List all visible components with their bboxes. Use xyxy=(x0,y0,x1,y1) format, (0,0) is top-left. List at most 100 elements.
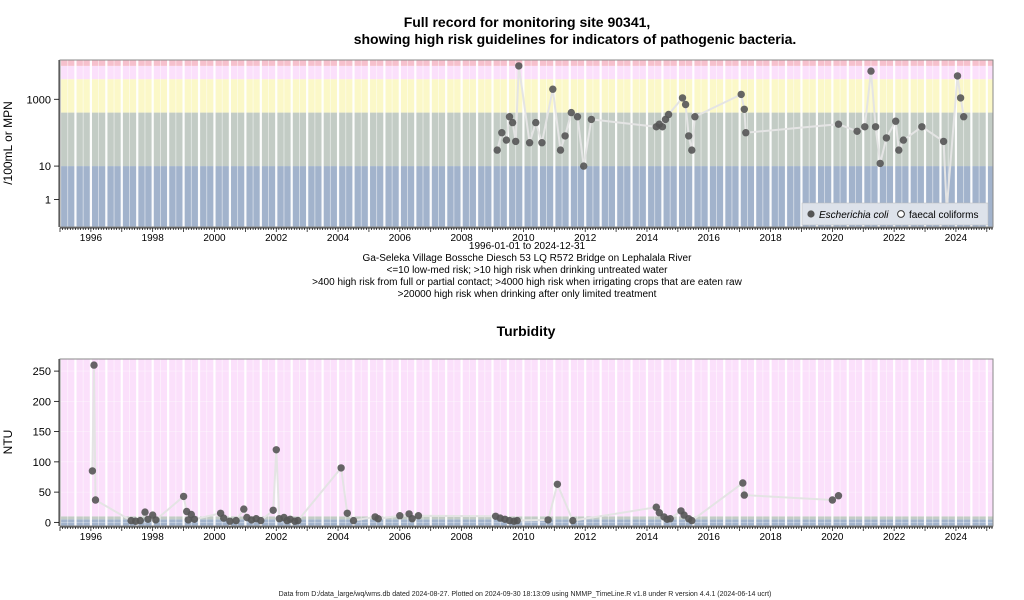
vertical-gridlines xyxy=(58,359,988,526)
data-point-23 xyxy=(681,100,690,109)
data-point-36 xyxy=(374,515,382,523)
data-point-10 xyxy=(179,492,188,501)
x-tick-label-2024: 2024 xyxy=(945,532,968,543)
subtitle-line-5: >20000 high risk when drinking after onl… xyxy=(398,289,657,300)
data-point-61 xyxy=(828,496,837,504)
data-point-1 xyxy=(90,361,98,369)
data-point-34 xyxy=(871,123,880,131)
series-points xyxy=(493,62,968,214)
data-point-21 xyxy=(664,110,673,119)
x-tick-label-2020: 2020 xyxy=(821,233,844,244)
data-point-37 xyxy=(396,512,404,520)
x-tick-label-2020: 2020 xyxy=(821,532,844,543)
data-point-39 xyxy=(408,515,416,523)
y-axis-label: /100mL or MPN xyxy=(1,101,15,185)
data-point-31 xyxy=(294,516,302,525)
y-axis: 0 50 100 150 200 250 xyxy=(33,359,60,529)
subtitle-line-1: 1996-01-01 to 2024-12-31 xyxy=(469,241,586,252)
x-tick-label-2002: 2002 xyxy=(265,532,288,543)
data-point-26 xyxy=(691,113,699,121)
x-tick-label-2006: 2006 xyxy=(389,233,412,244)
x-tick-label-2008: 2008 xyxy=(450,233,473,244)
x-tick-label-2018: 2018 xyxy=(759,233,782,244)
data-point-24 xyxy=(269,506,277,514)
legend-faecal-marker xyxy=(897,210,905,218)
x-tick-label-2006: 2006 xyxy=(389,532,412,543)
data-point-3 xyxy=(505,113,514,121)
data-point-62 xyxy=(834,492,843,500)
data-point-6 xyxy=(141,508,149,516)
data-point-5 xyxy=(136,516,144,525)
data-point-41 xyxy=(939,137,948,146)
data-point-12 xyxy=(561,132,569,140)
x-tick-label-2024: 2024 xyxy=(945,233,968,244)
x-tick-label-2018: 2018 xyxy=(759,532,782,543)
x-tick-label-1996: 1996 xyxy=(80,233,103,244)
data-point-36 xyxy=(882,134,891,142)
data-point-18 xyxy=(232,516,240,525)
legend-ecoli-marker xyxy=(807,210,815,218)
data-point-2 xyxy=(502,136,511,144)
data-point-24 xyxy=(685,132,693,140)
data-point-2 xyxy=(91,496,100,504)
data-point-25 xyxy=(272,446,280,454)
y-tick-label-1000: 1000 xyxy=(27,94,51,106)
x-tick-label-2000: 2000 xyxy=(203,233,226,244)
data-point-32 xyxy=(861,123,869,131)
data-point-33 xyxy=(343,509,351,517)
chart2-title: Turbidity xyxy=(497,323,556,339)
subtitle-line-2: Ga-Seleka Village Bossche Diesch 53 LQ R… xyxy=(363,253,693,264)
legend-box xyxy=(801,202,989,226)
data-point-25 xyxy=(688,146,696,154)
series-points xyxy=(88,361,843,525)
x-tick-label-2012: 2012 xyxy=(574,532,597,543)
data-point-45 xyxy=(960,113,968,121)
data-point-13 xyxy=(567,108,575,117)
data-point-11 xyxy=(556,146,565,154)
y-tick-label-250: 250 xyxy=(33,366,51,378)
data-point-16 xyxy=(587,115,596,124)
subtitle-line-4: >400 high risk from full or partial cont… xyxy=(312,277,742,288)
x-tick-label-2010: 2010 xyxy=(512,532,535,543)
data-point-60 xyxy=(740,491,748,499)
risk-band-3 xyxy=(60,65,993,80)
data-point-0 xyxy=(493,146,501,154)
x-tick-label-2004: 2004 xyxy=(327,532,350,543)
x-tick-label-2014: 2014 xyxy=(636,233,659,244)
plot-frame xyxy=(59,358,994,527)
data-point-47 xyxy=(544,516,552,524)
data-point-30 xyxy=(834,120,843,128)
x-tick-label-2016: 2016 xyxy=(698,233,721,244)
x-tick-label-1998: 1998 xyxy=(142,532,165,543)
legend-ecoli-label: Escherichia coli xyxy=(819,210,889,221)
x-tick-label-2022: 2022 xyxy=(883,532,906,543)
data-point-22 xyxy=(678,94,687,102)
y-tick-label-50: 50 xyxy=(39,487,51,499)
data-point-19 xyxy=(658,123,667,131)
x-tick-label-2022: 2022 xyxy=(883,233,906,244)
data-point-29 xyxy=(742,129,750,137)
x-tick-label-2004: 2004 xyxy=(327,233,350,244)
y-axis: 1 10 1000 xyxy=(27,60,60,227)
data-point-35 xyxy=(876,159,884,168)
y-tick-label-100: 100 xyxy=(33,457,51,469)
data-point-15 xyxy=(580,162,588,170)
data-point-17 xyxy=(226,517,234,525)
data-point-8 xyxy=(532,118,540,127)
data-point-32 xyxy=(337,464,345,472)
data-point-16 xyxy=(220,514,228,522)
data-point-10 xyxy=(549,85,557,93)
y-tick-label-200: 200 xyxy=(33,396,51,408)
data-point-28 xyxy=(740,105,748,114)
data-point-37 xyxy=(892,117,900,125)
x-tick-label-2000: 2000 xyxy=(203,532,226,543)
subtitle-line-3: <=10 low-med risk; >10 high risk when dr… xyxy=(387,265,669,276)
risk-band-0 xyxy=(60,522,993,526)
data-point-50 xyxy=(652,503,660,511)
x-tick-label-2010: 2010 xyxy=(512,233,535,244)
data-point-7 xyxy=(525,139,534,147)
x-tick-label-2016: 2016 xyxy=(698,532,721,543)
data-point-12 xyxy=(184,516,192,524)
data-point-33 xyxy=(867,67,875,75)
